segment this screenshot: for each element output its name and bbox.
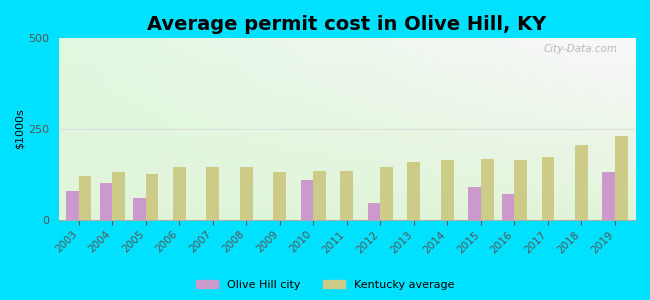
- Bar: [514, 160, 527, 220]
- Y-axis label: $1000s: $1000s: [15, 109, 25, 149]
- Bar: [300, 180, 313, 220]
- Bar: [615, 136, 628, 220]
- Bar: [274, 172, 286, 220]
- Bar: [146, 174, 159, 220]
- Bar: [575, 145, 588, 220]
- Bar: [380, 167, 393, 220]
- Legend: Olive Hill city, Kentucky average: Olive Hill city, Kentucky average: [191, 276, 459, 294]
- Bar: [313, 171, 326, 220]
- Title: Average permit cost in Olive Hill, KY: Average permit cost in Olive Hill, KY: [147, 15, 547, 34]
- Bar: [541, 157, 554, 220]
- Bar: [112, 172, 125, 220]
- Bar: [441, 160, 454, 220]
- Bar: [66, 190, 79, 220]
- Text: City-Data.com: City-Data.com: [543, 44, 618, 54]
- Bar: [133, 198, 146, 220]
- Bar: [173, 167, 186, 220]
- Bar: [481, 159, 493, 220]
- Bar: [468, 187, 481, 220]
- Bar: [341, 171, 353, 220]
- Bar: [408, 162, 420, 220]
- Bar: [602, 172, 615, 220]
- Bar: [99, 183, 112, 220]
- Bar: [79, 176, 92, 220]
- Bar: [502, 194, 514, 220]
- Bar: [207, 167, 219, 220]
- Bar: [240, 167, 253, 220]
- Bar: [368, 203, 380, 220]
